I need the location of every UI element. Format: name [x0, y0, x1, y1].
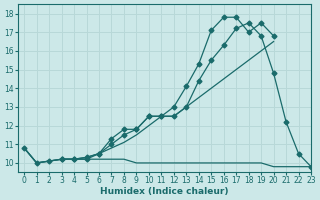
X-axis label: Humidex (Indice chaleur): Humidex (Indice chaleur)	[100, 187, 229, 196]
